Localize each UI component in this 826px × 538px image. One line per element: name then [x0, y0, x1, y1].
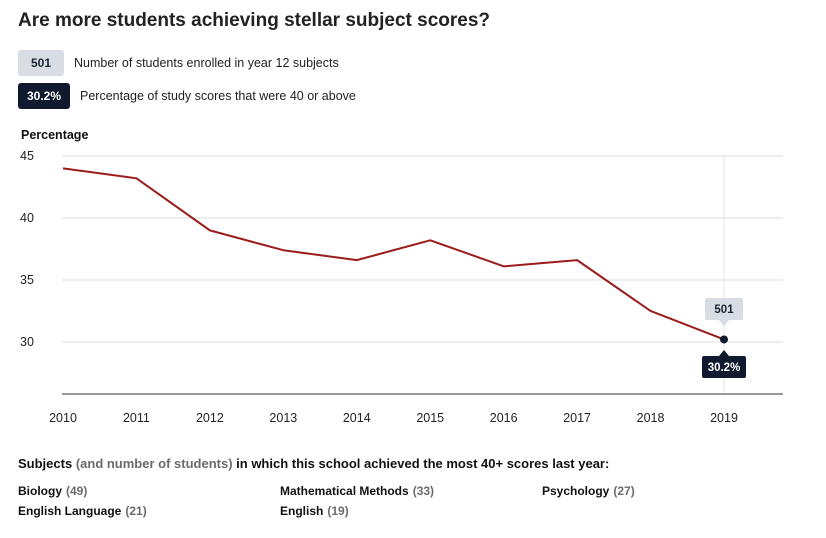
subject-item: Biology (49)	[18, 484, 280, 498]
y-tick-label: 30	[20, 335, 34, 349]
subject-item: English (19)	[280, 504, 542, 518]
chart-title: Are more students achieving stellar subj…	[18, 10, 491, 31]
y-tick-label: 45	[20, 149, 34, 163]
x-tick-label: 2011	[123, 411, 150, 425]
legend-percentage: 30.2% Percentage of study scores that we…	[18, 83, 356, 109]
highlight-top-label-pointer	[719, 320, 729, 326]
subjects-heading-note: (and number of students)	[75, 456, 233, 471]
y-tick-label: 35	[20, 273, 34, 287]
subjects-heading: Subjects (and number of students) in whi…	[18, 456, 609, 471]
line-chart: 30 35 40 45 2010 2011 2012 2013 2014 2015 2016 2017…	[20, 149, 783, 425]
series-line	[62, 167, 725, 341]
x-tick-label: 2018	[637, 411, 665, 425]
subjects-heading-tail: in which this school achieved the most 4…	[236, 456, 610, 471]
subject-name: Biology	[18, 484, 62, 498]
subject-item: Mathematical Methods (33)	[280, 484, 542, 498]
subject-item: Psychology (27)	[542, 484, 804, 498]
percentage-badge: 30.2%	[18, 83, 70, 109]
subjects-list: Biology (49) Mathematical Methods (33) Psych…	[18, 484, 808, 518]
y-axis-title: Percentage	[21, 128, 89, 142]
highlight-bottom-label: 30.2%	[708, 362, 741, 374]
subject-name: Psychology	[542, 484, 610, 498]
subject-name: English	[280, 504, 324, 518]
x-tick-label: 2016	[490, 411, 518, 425]
subjects-heading-lead: Subjects	[18, 456, 73, 471]
subject-name: Mathematical Methods	[280, 484, 409, 498]
x-tick-label: 2013	[269, 411, 297, 425]
highlight-point	[720, 335, 728, 344]
subject-count: (33)	[412, 484, 435, 498]
y-tick-label: 40	[20, 211, 34, 225]
enrolled-legend-text: Number of students enrolled in year 12 s…	[74, 56, 339, 70]
subject-count: (19)	[327, 504, 349, 518]
subject-item: English Language (21)	[18, 504, 280, 518]
subject-count: (27)	[613, 484, 635, 498]
enrolled-badge: 501	[18, 50, 64, 76]
x-tick-label: 2017	[563, 411, 591, 425]
legend-enrolled: 501 Number of students enrolled in year …	[18, 50, 339, 76]
percentage-legend-text: Percentage of study scores that were 40 …	[80, 89, 356, 103]
x-tick-label: 2015	[416, 411, 444, 425]
x-tick-label: 2014	[343, 411, 371, 425]
subject-count: (49)	[66, 484, 88, 498]
x-tick-label: 2010	[49, 411, 77, 425]
highlight-top-label-box	[705, 298, 743, 320]
highlight-bottom-label-pointer	[719, 350, 729, 356]
x-tick-label: 2012	[196, 411, 224, 425]
highlight-top-label: 501	[714, 304, 734, 316]
x-tick-label: 2019	[710, 411, 738, 425]
highlight-bottom-label-box	[702, 356, 746, 378]
subject-count: (21)	[125, 504, 147, 518]
subject-name: English Language	[18, 504, 122, 518]
